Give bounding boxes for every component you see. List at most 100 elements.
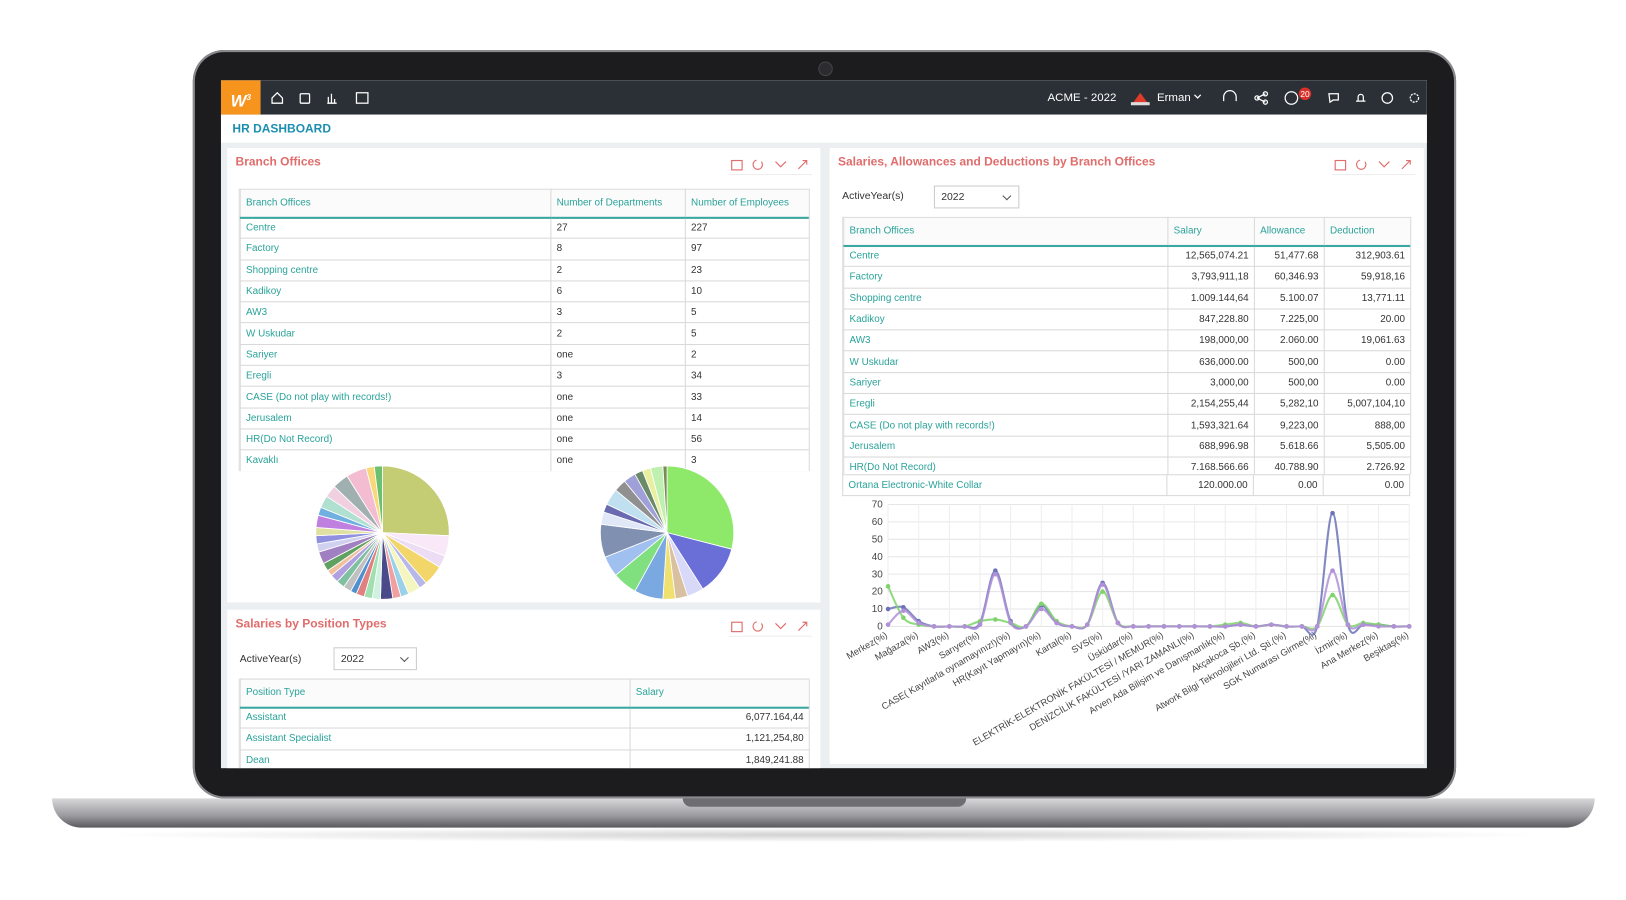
column-header[interactable]: Salary (1167, 216, 1255, 247)
table-row: Kadikoy 847,228.80 7.225,00 20.00 (843, 308, 1411, 331)
column-header[interactable]: Number of Departments (550, 188, 686, 219)
filter-label: ActiveYear(s) (239, 653, 302, 665)
collapse-icon[interactable] (775, 622, 787, 630)
collapse-icon[interactable] (1378, 161, 1390, 168)
name-cell[interactable]: Jerusalem (843, 435, 1169, 458)
column-header[interactable]: Salary (629, 678, 809, 709)
smile-icon[interactable] (1284, 91, 1299, 105)
name-cell[interactable]: Kadikoy (239, 280, 552, 303)
name-cell[interactable]: Shopping centre (239, 259, 552, 282)
home-icon[interactable] (271, 91, 284, 104)
cell: 33 (684, 386, 809, 409)
name-cell[interactable]: W Uskudar (239, 322, 552, 345)
export-icon[interactable] (731, 621, 743, 633)
name-cell[interactable]: AW3 (239, 301, 552, 324)
series-point (1345, 622, 1351, 627)
company[interactable]: ACME - 2022 (1047, 91, 1117, 105)
chevron[interactable] (1194, 94, 1202, 99)
cell: 6,077.164,44 (629, 706, 809, 729)
name-cell[interactable]: HR(Do Not Record) (843, 456, 1169, 475)
year-select[interactable]: 2022 (933, 185, 1020, 209)
series-point (1314, 624, 1320, 629)
cell: 0.00 (1252, 474, 1324, 497)
name-cell[interactable]: Eregli (239, 364, 552, 388)
cell: 5.100.07 (1253, 287, 1325, 310)
name-cell[interactable]: CASE (Do not play with records!) (239, 386, 552, 409)
column-header[interactable]: Branch Offices (843, 216, 1169, 247)
column-header[interactable]: Branch Offices (239, 188, 552, 219)
table-row: Shopping centre 1.009.144,64 5.100.07 13,77… (843, 287, 1411, 310)
table-row: Centre 12,565,074.21 51,477.68 312,903.61 (843, 244, 1411, 268)
series-point (1238, 622, 1243, 627)
name-cell[interactable]: Jerusalem (239, 407, 552, 430)
footer-row: Ortana Electronic-White Collar 120.000.00… (842, 474, 1411, 497)
series-line (887, 585, 1410, 630)
table-row: Jerusalem 688,996.98 5.618.66 5,505.00 (843, 435, 1411, 458)
cell: 8 (550, 237, 686, 261)
expand-icon[interactable] (1401, 159, 1411, 170)
cell: 97 (684, 237, 809, 261)
cell: Ortana Electronic-White Collar (842, 474, 1168, 497)
top-nav: W3 ACME - 2022 Erman 20 (220, 80, 1427, 115)
export-icon[interactable] (1334, 159, 1347, 171)
name-cell[interactable]: Centre (843, 244, 1169, 268)
name-cell[interactable]: HR(Do Not Record) (239, 428, 552, 451)
cell: 5,282,10 (1253, 393, 1325, 416)
cell: 0.00 (1323, 350, 1411, 373)
cell: 3 (684, 449, 809, 472)
table-row: Eregli 3 34 (239, 364, 809, 388)
name-cell[interactable]: Eregli (843, 393, 1169, 416)
column-header[interactable]: Position Type (239, 678, 631, 709)
export-icon[interactable] (731, 159, 743, 171)
cell: 34 (684, 364, 809, 388)
settings-icon[interactable] (1409, 93, 1420, 103)
cell: 14 (684, 407, 809, 430)
series-point (1023, 624, 1029, 629)
cell: 2.726.92 (1323, 456, 1411, 475)
headset-icon[interactable] (1223, 90, 1237, 102)
name-cell[interactable]: Assistant Specialist (239, 727, 631, 751)
column-header[interactable]: Allowance (1253, 216, 1325, 247)
name-cell[interactable]: Assistant (239, 706, 631, 729)
series-point (1115, 620, 1121, 626)
branch-offices-panel: Branch Offices Branch Offices Number of D… (227, 148, 821, 603)
name-cell[interactable]: AW3 (843, 329, 1169, 352)
help-icon[interactable] (1381, 92, 1394, 104)
user-menu[interactable]: Erman (1156, 91, 1191, 105)
table-row: HR(Do Not Record) one 56 (239, 428, 809, 451)
year-select[interactable]: 2022 (333, 647, 417, 671)
cell: 2,154,255,44 (1167, 393, 1255, 416)
name-cell[interactable]: CASE (Do not play with records!) (843, 414, 1169, 437)
series-point (1161, 624, 1167, 629)
name-cell[interactable]: Shopping centre (843, 287, 1169, 310)
data-table: Position Type Salary Assistant 6,077.164,44… (239, 678, 809, 769)
cell: 227 (684, 216, 809, 240)
name-cell[interactable]: Dean (239, 748, 631, 769)
refresh-icon[interactable] (1355, 159, 1367, 170)
name-cell[interactable]: Centre (239, 216, 552, 240)
collapse-icon[interactable] (775, 161, 787, 168)
calendar-icon[interactable] (355, 92, 369, 104)
expand-icon[interactable] (797, 159, 808, 170)
refresh-icon[interactable] (752, 621, 764, 632)
refresh-icon[interactable] (752, 159, 764, 170)
name-cell[interactable]: W Uskudar (843, 350, 1169, 373)
name-cell[interactable]: Factory (843, 266, 1169, 289)
name-cell[interactable]: Kadikoy (843, 308, 1169, 331)
name-cell[interactable]: Sariyer (239, 343, 552, 366)
column-header[interactable]: Number of Employees (684, 188, 809, 219)
chat-icon[interactable] (1328, 93, 1339, 104)
logo[interactable]: W3 (220, 80, 261, 115)
cup-icon[interactable] (299, 93, 311, 104)
column-header[interactable]: Deduction (1323, 216, 1411, 247)
name-cell[interactable]: Sariyer (843, 371, 1169, 395)
cell: 20.00 (1323, 308, 1411, 331)
cell: 500,00 (1253, 350, 1325, 373)
chart-icon[interactable] (327, 93, 337, 104)
series-point (977, 622, 983, 627)
name-cell[interactable]: Factory (239, 237, 552, 261)
expand-icon[interactable] (797, 621, 808, 631)
series-point (1376, 624, 1381, 629)
table-row: AW3 198,000,00 2.060.00 19,061.63 (843, 329, 1411, 352)
bell-icon[interactable] (1356, 93, 1366, 102)
